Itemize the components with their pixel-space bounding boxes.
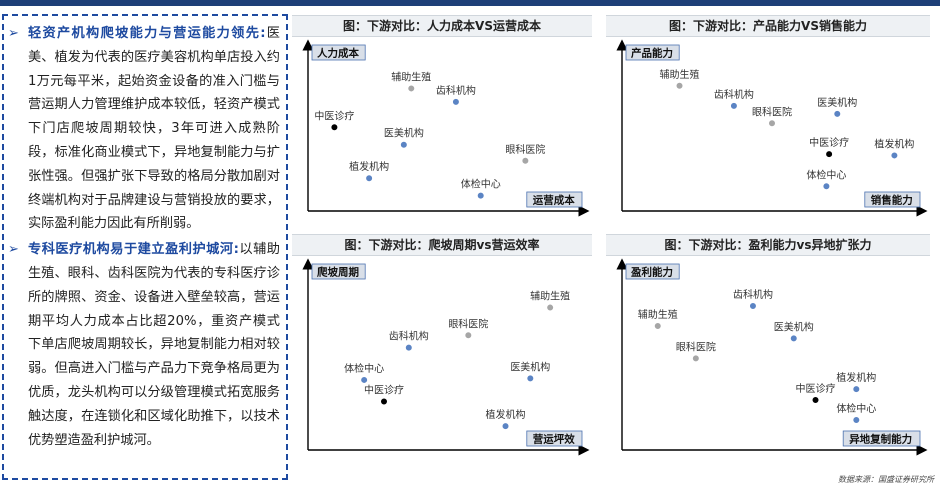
point-label: 植发机构 [486,408,526,421]
point-label: 植发机构 [874,137,914,150]
y-axis-label: 产品能力 [631,47,673,60]
data-point [405,343,413,352]
x-axis-label: 异地复制能力 [849,433,912,446]
data-point [730,102,738,110]
y-axis-label-box [625,44,680,61]
data-point [833,110,842,118]
chart-panel: 图：下游对比：人力成本VS运营成本 人力成本运营成本 辅助生殖 齿科机构中医诊疗医美… [292,15,592,225]
point-label: 辅助生殖 [660,68,700,81]
y-axis-label-box [311,44,366,61]
y-axis-label-box [625,263,680,280]
bullet-paragraph: ➢ 轻资产机构爬坡能力与营运能力领先:医美、植发为代表的医疗美容机构单店投入约1… [8,22,280,236]
chart-panel: 图：下游对比：盈利能力vs异地扩张力 盈利能力异地复制能力 齿科机构辅助生殖医美机… [606,234,930,464]
point-label: 体检中心 [461,178,501,191]
x-axis-label-box [842,430,921,447]
point-label: 中医诊疗 [809,136,849,149]
y-axis-label: 人力成本 [317,47,359,60]
point-label: 医美机构 [384,127,424,140]
data-point [400,140,408,149]
data-point [546,303,554,312]
point-label: 齿科机构 [436,84,476,97]
x-axis-label-box [864,191,921,208]
point-label: 植发机构 [836,371,876,384]
point-label: 体检中心 [806,168,846,181]
paragraph-lead: 轻资产机构爬坡能力与营运能力领先: [28,26,266,41]
data-point [380,397,388,406]
data-point [452,98,460,106]
point-label: 辅助生殖 [638,308,678,321]
bullet-paragraph: ➢ 专科医疗机构易于建立盈利护城河:以辅助生殖、眼科、齿科医院为代表的专科医疗诊… [8,238,280,452]
y-axis-label: 盈利能力 [630,266,673,279]
x-axis-label-box [526,191,583,208]
data-point [789,334,798,343]
y-axis-label: 爬坡周期 [316,266,359,279]
data-point [330,123,339,132]
chart-panel: 图：下游对比：产品能力VS销售能力 产品能力销售能力 辅助生殖齿科机构眼科医院 医美… [606,15,930,225]
data-point [890,151,899,160]
point-label: 辅助生殖 [391,70,431,83]
point-label: 医美机构 [774,320,814,333]
source-note: 数据来源：国盛证券研究所 [838,475,934,484]
data-point [852,385,861,393]
data-point [822,182,831,191]
chart-title: 图：下游对比：产品能力VS销售能力 [606,15,930,37]
point-label: 眼科医院 [505,143,545,156]
data-point [521,157,530,165]
point-label: 中医诊疗 [364,384,404,397]
point-label: 中医诊疗 [314,109,354,122]
chart-title: 图：下游对比：人力成本VS运营成本 [292,15,592,37]
chart-panel: 图：下游对比：爬坡周期vs营运效率 爬坡周期营运坪效 辅助生殖眼科医院齿科机构体检… [292,234,592,464]
y-axis-label-box [311,263,366,280]
paragraph-body: 医美、植发为代表的医疗美容机构单店投入约1万元每平米，起始资金设备的准入门槛与营… [28,26,280,232]
point-label: 眼科医院 [752,105,792,118]
point-label: 辅助生殖 [530,290,570,303]
data-point [692,354,700,363]
paragraph-body: 以辅助生殖、眼科、齿科医院为代表的专科医疗诊所的牌照、资金、设备进入壁垒较高，营… [28,242,280,448]
bullet-arrow-icon: ➢ [8,242,19,258]
data-point [675,81,684,90]
chart-title: 图：下游对比：爬坡周期vs营运效率 [292,234,592,256]
data-point [360,376,368,384]
x-axis-label: 销售能力 [871,194,913,207]
data-point [501,422,510,430]
text-panel: ➢ 轻资产机构爬坡能力与营运能力领先:医美、植发为代表的医疗美容机构单店投入约1… [2,14,288,480]
point-label: 中医诊疗 [796,382,836,395]
data-point [464,331,473,340]
chart-title: 图：下游对比：盈利能力vs异地扩张力 [606,234,930,256]
point-label: 体检中心 [344,362,384,375]
data-point [653,322,662,330]
data-point [768,119,776,128]
point-label: 体检中心 [836,402,876,415]
x-axis-label-box [526,430,583,447]
point-label: 植发机构 [349,160,389,173]
data-point [825,150,833,158]
point-label: 医美机构 [817,96,857,109]
x-axis-label: 营运坪效 [533,433,575,446]
point-label: 齿科机构 [733,288,773,301]
point-label: 齿科机构 [389,330,429,343]
paragraph-lead: 专科医疗机构易于建立盈利护城河: [28,242,239,258]
point-label: 眼科医院 [448,317,488,330]
data-point [811,396,820,404]
data-point [407,84,416,93]
data-point [852,416,861,424]
data-point [365,174,373,183]
point-label: 医美机构 [510,360,550,373]
bullet-arrow-icon: ➢ [8,26,19,41]
point-label: 眼科医院 [676,340,716,353]
point-label: 齿科机构 [714,88,754,101]
x-axis-label: 运营成本 [533,194,575,207]
top-band [0,0,940,6]
data-point [526,374,535,383]
data-point [476,191,485,200]
data-point [749,302,757,310]
